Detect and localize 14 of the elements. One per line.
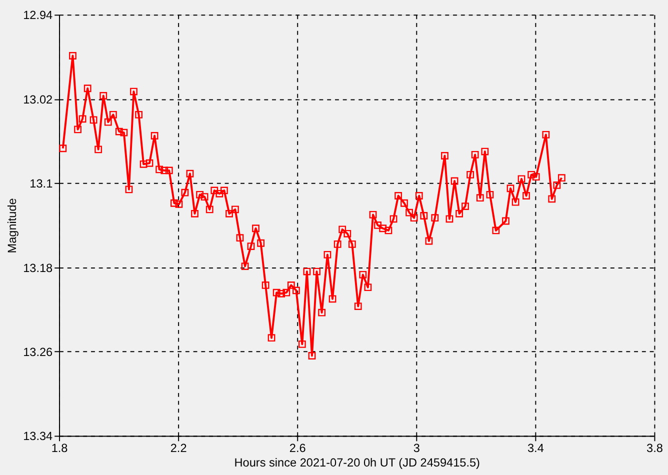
y-tick-label: 13.18: [23, 260, 54, 275]
x-tick-label: 3.8: [646, 440, 664, 455]
x-tick-label: 3.4: [527, 440, 544, 455]
x-tick-label: 2.2: [170, 440, 187, 455]
x-tick-label: 3: [413, 440, 420, 455]
x-tick-label: 2.6: [289, 440, 306, 455]
y-tick-label: 13.02: [23, 92, 53, 106]
y-axis-title: Magnitude: [5, 198, 20, 254]
y-tick-label: 13.1: [30, 176, 53, 191]
x-axis-title: Hours since 2021-07-20 0h UT (JD 2459415.5): [234, 456, 480, 470]
y-tick-label: 12.94: [23, 8, 54, 22]
y-tick-label: 13.26: [23, 344, 54, 359]
y-tick-label: 13.34: [23, 429, 54, 444]
x-tick-label: 1.8: [51, 440, 68, 455]
